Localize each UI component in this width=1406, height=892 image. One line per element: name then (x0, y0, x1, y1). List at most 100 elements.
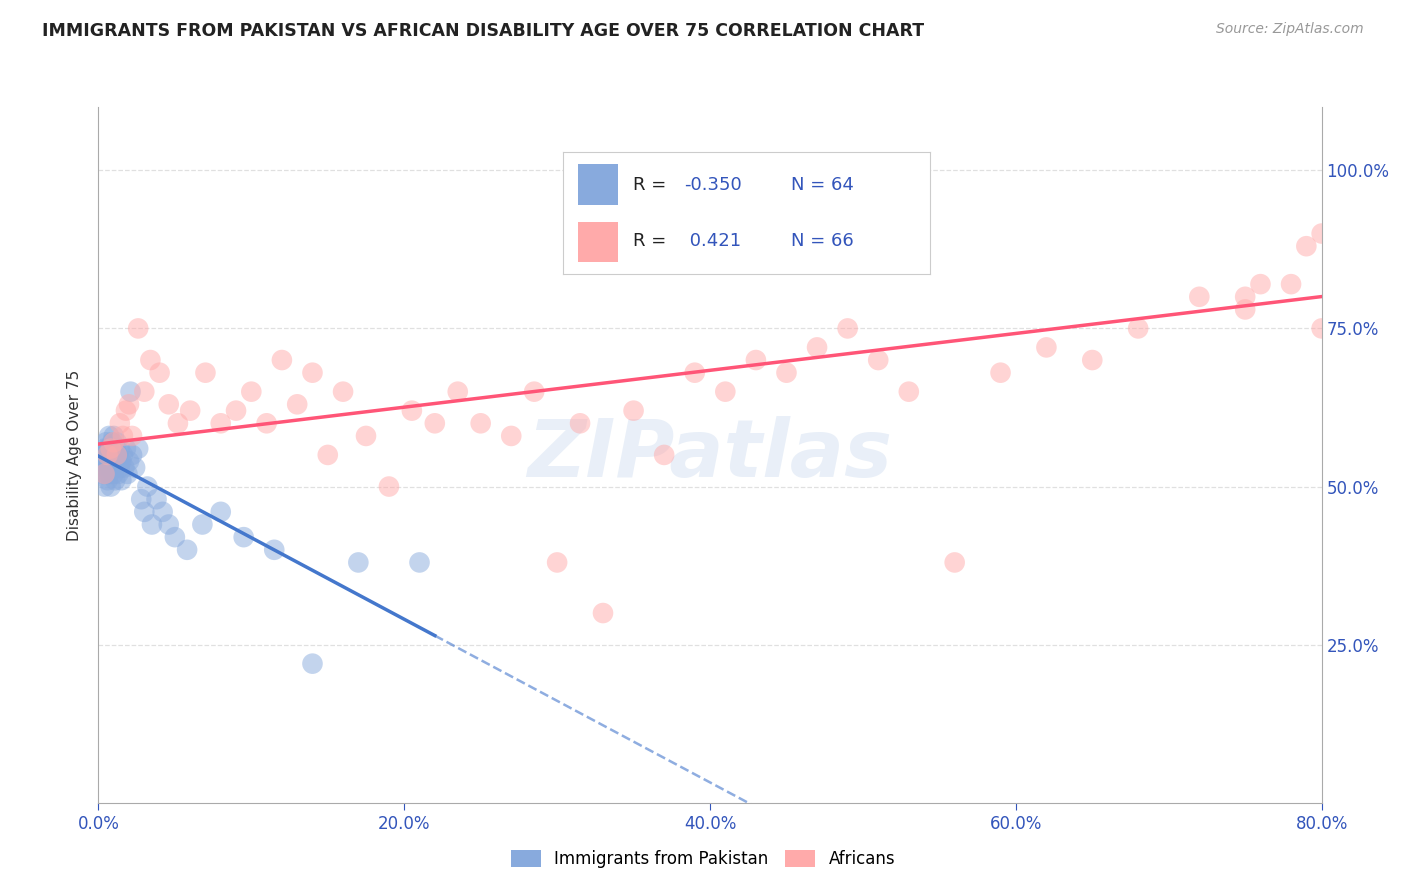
Point (652, 448, 675, 462)
Point (103, 429, 125, 443)
Point (100, 479, 122, 493)
Point (103, 454, 125, 468)
Point (1249, 277, 1271, 292)
Point (108, 460, 131, 475)
Point (94, 448, 117, 462)
Point (1341, 163, 1364, 178)
Point (1234, 290, 1257, 304)
Point (100, 442, 122, 456)
Point (103, 467, 125, 481)
Point (408, 556, 430, 570)
Point (523, 384, 546, 399)
Point (101, 448, 124, 462)
Text: IMMIGRANTS FROM PAKISTAN VS AFRICAN DISABILITY AGE OVER 75 CORRELATION CHART: IMMIGRANTS FROM PAKISTAN VS AFRICAN DISA… (42, 22, 924, 40)
Point (501, 429, 523, 443)
Point (1310, 227, 1333, 241)
Point (100, 454, 122, 468)
Point (546, 556, 568, 570)
Point (134, 384, 156, 399)
Point (1326, 194, 1348, 209)
Point (470, 417, 492, 431)
Point (103, 442, 125, 456)
Point (98, 448, 121, 462)
Point (100, 460, 122, 475)
Point (209, 505, 232, 519)
Text: Source: ZipAtlas.com: Source: ZipAtlas.com (1216, 22, 1364, 37)
Point (1234, 302, 1257, 317)
Point (108, 417, 131, 431)
Y-axis label: Disability Age Over 75: Disability Age Over 75 (67, 369, 83, 541)
Point (1326, 258, 1348, 272)
Point (101, 460, 124, 475)
Point (1188, 290, 1211, 304)
Point (101, 435, 124, 450)
Point (232, 530, 254, 544)
Point (167, 417, 190, 431)
Point (775, 366, 797, 380)
Point (129, 492, 152, 507)
Point (179, 403, 201, 417)
Point (285, 397, 308, 411)
Point (100, 442, 122, 456)
Point (107, 467, 129, 481)
Point (134, 505, 156, 519)
Point (1035, 340, 1057, 354)
Point (97, 454, 120, 468)
Point (868, 353, 890, 368)
Point (115, 403, 138, 417)
Point (127, 321, 149, 335)
Point (447, 384, 470, 399)
Point (110, 454, 132, 468)
Point (105, 454, 128, 468)
Point (1128, 321, 1150, 335)
Point (157, 397, 180, 411)
Point (121, 448, 143, 462)
Point (423, 417, 446, 431)
Point (93, 467, 115, 481)
Point (714, 384, 737, 399)
Point (103, 435, 125, 450)
Point (194, 366, 217, 380)
Point (98, 429, 121, 443)
Point (592, 606, 614, 620)
Point (191, 517, 214, 532)
Point (108, 442, 131, 456)
Point (145, 492, 167, 507)
Point (347, 556, 370, 570)
Point (111, 448, 134, 462)
Point (124, 460, 146, 475)
Point (157, 517, 180, 532)
Point (1310, 321, 1333, 335)
Point (90, 454, 112, 468)
Point (93, 442, 115, 456)
Point (110, 473, 132, 487)
Point (104, 448, 127, 462)
Point (152, 505, 174, 519)
Point (105, 435, 128, 450)
Point (209, 417, 232, 431)
Point (104, 460, 127, 475)
Point (136, 479, 159, 493)
Point (943, 556, 966, 570)
Point (97, 448, 120, 462)
Point (623, 403, 645, 417)
Point (93, 460, 115, 475)
Point (806, 340, 828, 354)
Point (149, 366, 172, 380)
Point (270, 353, 292, 368)
Point (837, 321, 859, 335)
Point (569, 417, 592, 431)
Point (93, 479, 115, 493)
Point (97, 473, 120, 487)
Point (1357, 227, 1379, 241)
Point (263, 542, 285, 557)
Point (990, 366, 1012, 380)
Text: ZIPatlas: ZIPatlas (527, 416, 893, 494)
Point (120, 384, 142, 399)
Point (117, 467, 139, 481)
Point (94, 467, 117, 481)
Point (97, 442, 120, 456)
Point (1081, 353, 1104, 368)
Point (118, 454, 141, 468)
Point (115, 442, 138, 456)
